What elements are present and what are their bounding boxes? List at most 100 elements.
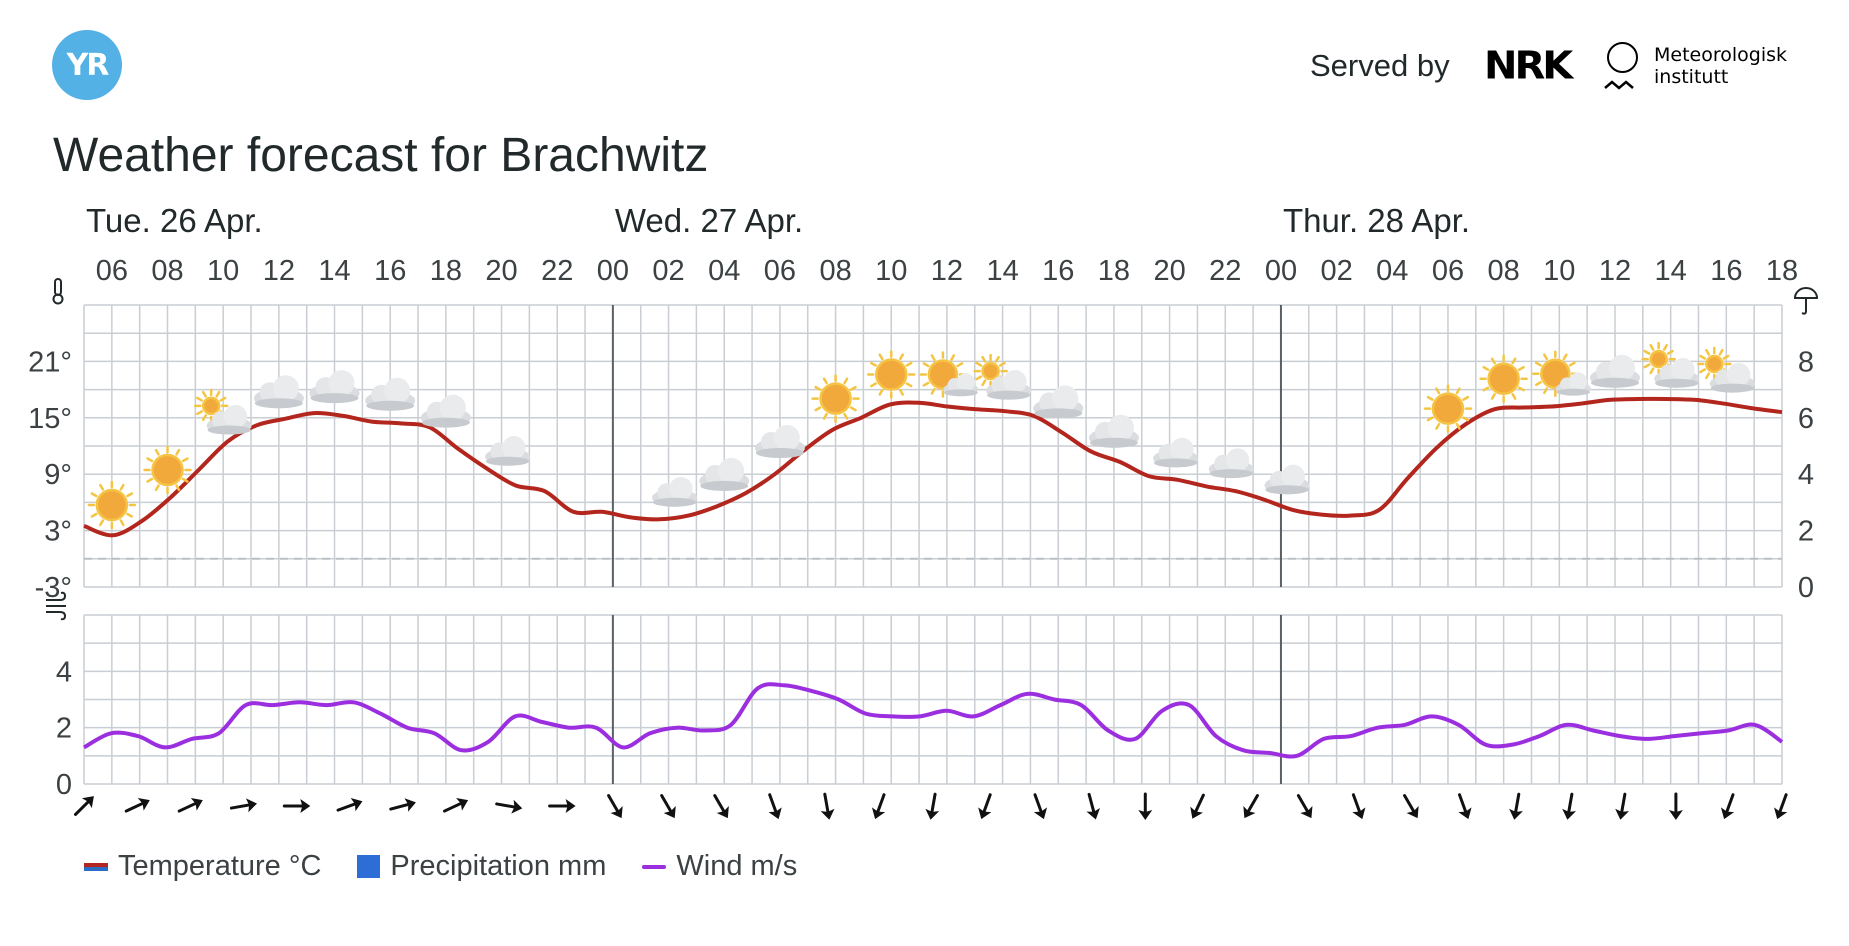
- cloud-puff: [1003, 369, 1027, 394]
- legend-precipitation: Precipitation mm: [357, 850, 606, 883]
- wind-arrow-shaft: [1457, 793, 1469, 816]
- sun-disc: [981, 361, 1000, 381]
- wind-arrow-head: [978, 807, 992, 820]
- wind-swatch: [642, 864, 667, 869]
- cloud-puff: [1281, 464, 1305, 488]
- sun-ray: [1490, 357, 1496, 365]
- hour-label: 22: [541, 255, 573, 287]
- wind-arrow-head: [1352, 807, 1366, 820]
- cloud-shadow: [1655, 378, 1699, 388]
- met-logo-line2: institutt: [1654, 66, 1729, 88]
- cloud-puff: [272, 375, 299, 402]
- cloud-shadow: [1590, 377, 1639, 388]
- sun-ray: [1705, 372, 1711, 380]
- sun-ray: [1662, 344, 1668, 351]
- sun-ray: [1455, 422, 1461, 430]
- cloud-puff: [328, 370, 355, 397]
- hour-label: 08: [151, 255, 183, 287]
- cloud-puff: [439, 394, 466, 421]
- cloud-shape: [1033, 385, 1084, 419]
- sun-ray: [814, 406, 822, 412]
- cloud-shape: [420, 394, 471, 428]
- wind-arrow-shaft: [929, 792, 937, 817]
- cloud-shape: [1589, 354, 1640, 388]
- wind-direction-arrow: [74, 796, 94, 816]
- sun-disc: [874, 358, 908, 391]
- cloud-shadow: [1089, 437, 1138, 448]
- wind-arrow-head: [350, 798, 363, 812]
- cloud-puff: [669, 477, 693, 501]
- cloud-puff: [1225, 448, 1250, 472]
- wind-arrow-shaft: [713, 794, 727, 816]
- precipitation-swatch: [357, 855, 381, 878]
- cloud-puff: [1170, 437, 1194, 462]
- cloud-shape: [206, 404, 252, 435]
- wind-arrow-shaft: [389, 802, 413, 811]
- sun-ray: [99, 519, 105, 527]
- cloud-shadow: [366, 400, 415, 411]
- cloud-shadow: [1265, 485, 1309, 495]
- day-label: Tue. 26 Apr.: [86, 202, 263, 239]
- sun-ray: [849, 406, 857, 412]
- sun-ray: [975, 361, 983, 367]
- sun-ray: [90, 492, 98, 498]
- hour-label: 04: [708, 255, 740, 287]
- sun-ray: [175, 448, 181, 456]
- fair-day-icon: [1697, 346, 1755, 393]
- sun-ray: [905, 382, 913, 388]
- wind-arrow-shaft: [1351, 793, 1363, 816]
- page-title: Weather forecast for Brachwitz: [53, 129, 709, 182]
- partly-cloudy-night-icon: [1151, 430, 1199, 468]
- wind-arrow-head: [1562, 808, 1576, 820]
- sun-ray: [146, 457, 154, 463]
- wind-arrow-head: [1300, 805, 1313, 819]
- wind-direction-arrow: [336, 798, 363, 812]
- sun-ray: [215, 390, 221, 398]
- wind-arrow-head: [300, 799, 311, 813]
- wind-arrow-shaft: [981, 793, 992, 816]
- cloudy-icon: [1088, 414, 1139, 448]
- sun-ray: [998, 361, 1006, 367]
- moon-shape: [650, 470, 659, 487]
- sun-ray: [1462, 395, 1470, 401]
- cloud-shape: [1153, 437, 1199, 468]
- moon-shape: [1151, 430, 1160, 447]
- cloud-shadow: [485, 456, 530, 466]
- wind-direction-arrow: [1351, 793, 1366, 820]
- precipitation-tick-label: 8: [1798, 346, 1814, 378]
- wind-direction-arrow: [1457, 793, 1472, 820]
- hour-label: 20: [485, 255, 517, 287]
- sun-ray: [878, 388, 884, 396]
- sun-ray: [1543, 387, 1549, 395]
- sun-ray: [146, 477, 154, 483]
- wind-arrow-shaft: [74, 798, 92, 816]
- temperature-tick-label: 9°: [44, 459, 72, 491]
- sun-ray: [1543, 353, 1549, 361]
- served-by-text: Served by: [1310, 48, 1450, 83]
- cloudy-icon: [754, 424, 805, 458]
- wind-stroke: [46, 591, 67, 601]
- umbrella-icon: [1793, 287, 1819, 315]
- hour-label: 12: [263, 255, 295, 287]
- sun-ray: [175, 484, 181, 492]
- sun-ray: [878, 353, 884, 361]
- moon-shape: [1206, 441, 1215, 458]
- sun-ray: [181, 457, 189, 463]
- wind-arrow-head: [925, 808, 940, 820]
- wind-direction-arrow: [1296, 794, 1313, 819]
- sun-ray: [843, 377, 849, 385]
- sun-ray: [898, 388, 904, 396]
- wind-arrow-head: [610, 805, 623, 819]
- precipitation-tick-label: 6: [1798, 403, 1814, 435]
- day-label: Thur. 28 Apr.: [1283, 202, 1470, 239]
- hour-label: 06: [764, 255, 796, 287]
- wind-arrow-head: [1190, 806, 1203, 819]
- sun-ray: [930, 387, 936, 395]
- sun-ray: [119, 483, 125, 491]
- sun-ray: [1511, 393, 1517, 400]
- wind-direction-arrow: [1509, 792, 1523, 820]
- fair-day-icon: [193, 388, 252, 435]
- wind-direction-arrow: [1243, 794, 1259, 819]
- cloud-shape: [986, 369, 1032, 400]
- wind-line: [83, 682, 1784, 759]
